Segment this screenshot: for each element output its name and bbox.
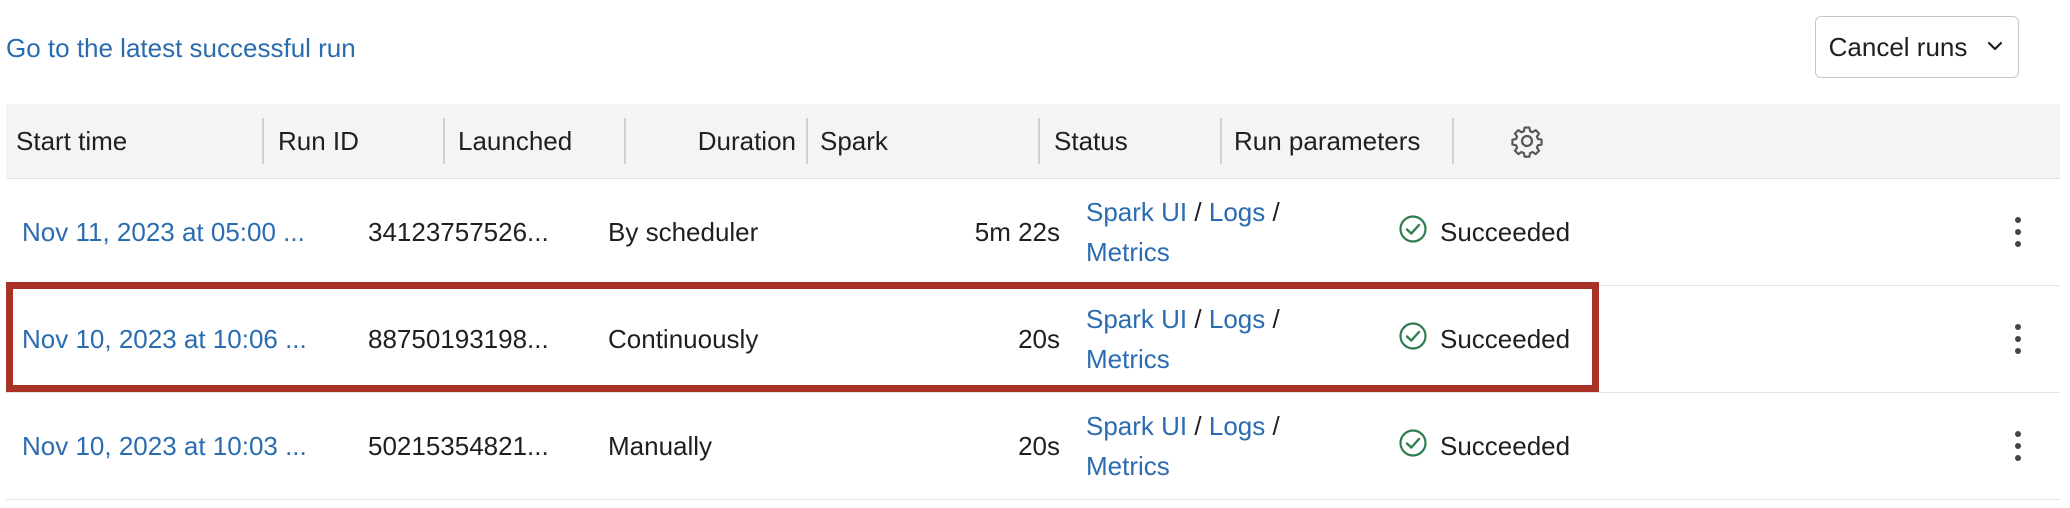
table-row: Nov 11, 2023 at 05:00 ... 34123757526...… xyxy=(6,179,2060,286)
kebab-menu-icon[interactable] xyxy=(1996,286,2040,392)
column-resize-handle[interactable] xyxy=(624,118,626,164)
column-header-duration[interactable]: Duration xyxy=(697,125,796,156)
spark-links: Spark UI / Logs / Metrics xyxy=(1086,299,1280,379)
check-circle-icon xyxy=(1398,214,1428,251)
separator: / xyxy=(1272,411,1280,441)
metrics-link[interactable]: Metrics xyxy=(1086,451,1170,481)
column-header-status[interactable]: Status xyxy=(1054,125,1128,156)
run-parameters xyxy=(1638,393,1938,499)
run-parameters xyxy=(1638,179,1938,285)
spark-links: Spark UI / Logs / Metrics xyxy=(1086,192,1280,272)
run-id: 88750193198... xyxy=(368,323,549,354)
launched-by: Continuously xyxy=(608,323,759,354)
separator: / xyxy=(1272,304,1280,334)
check-circle-icon xyxy=(1398,428,1428,465)
run-id: 34123757526... xyxy=(368,216,549,247)
column-header-spark[interactable]: Spark xyxy=(820,125,888,156)
column-resize-handle[interactable] xyxy=(1452,118,1454,164)
duration: 20s xyxy=(1018,323,1060,354)
column-resize-handle[interactable] xyxy=(262,118,264,164)
column-resize-handle[interactable] xyxy=(806,118,808,164)
launched-by: Manually xyxy=(608,430,713,461)
chevron-down-icon xyxy=(1985,32,2005,63)
run-id: 50215354821... xyxy=(368,430,549,461)
status-badge: Succeeded xyxy=(1398,428,1570,465)
column-resize-handle[interactable] xyxy=(1038,118,1040,164)
kebab-menu-icon[interactable] xyxy=(1996,179,2040,285)
separator: / xyxy=(1194,411,1202,441)
status-label: Succeeded xyxy=(1440,216,1571,247)
spark-ui-link[interactable]: Spark UI xyxy=(1086,197,1188,227)
logs-link[interactable]: Logs xyxy=(1208,304,1266,334)
start-time-link[interactable]: Nov 10, 2023 at 10:03 ... xyxy=(22,430,307,461)
status-label: Succeeded xyxy=(1440,430,1571,461)
column-header-run-parameters[interactable]: Run parameters xyxy=(1234,125,1421,156)
spark-ui-link[interactable]: Spark UI xyxy=(1086,304,1188,334)
run-parameters xyxy=(1638,286,1938,392)
separator: / xyxy=(1194,304,1202,334)
start-time-link[interactable]: Nov 10, 2023 at 10:06 ... xyxy=(22,323,307,354)
start-time-link[interactable]: Nov 11, 2023 at 05:00 ... xyxy=(22,216,305,247)
spark-links: Spark UI / Logs / Metrics xyxy=(1086,406,1280,486)
spark-ui-link[interactable]: Spark UI xyxy=(1086,411,1188,441)
status-label: Succeeded xyxy=(1440,323,1571,354)
status-badge: Succeeded xyxy=(1398,321,1570,358)
logs-link[interactable]: Logs xyxy=(1208,411,1266,441)
check-circle-icon xyxy=(1398,321,1428,358)
separator: / xyxy=(1272,197,1280,227)
duration: 5m 22s xyxy=(974,216,1060,247)
latest-successful-run-link[interactable]: Go to the latest successful run xyxy=(6,33,356,63)
metrics-link[interactable]: Metrics xyxy=(1086,237,1170,267)
cancel-runs-label: Cancel runs xyxy=(1828,31,1968,62)
column-header-launched[interactable]: Launched xyxy=(458,125,573,156)
table-header: Start time Run ID Launched Duration Spar… xyxy=(6,104,2060,179)
status-badge: Succeeded xyxy=(1398,214,1570,251)
duration: 20s xyxy=(1018,430,1060,461)
kebab-menu-icon[interactable] xyxy=(1996,393,2040,499)
table-row: Nov 10, 2023 at 10:06 ... 88750193198...… xyxy=(6,286,2060,393)
separator: / xyxy=(1194,197,1202,227)
column-resize-handle[interactable] xyxy=(1220,118,1222,164)
metrics-link[interactable]: Metrics xyxy=(1086,344,1170,374)
cancel-runs-button[interactable]: Cancel runs xyxy=(1815,16,2019,78)
column-header-run-id[interactable]: Run ID xyxy=(278,125,359,156)
gear-icon[interactable] xyxy=(1510,104,1544,178)
logs-link[interactable]: Logs xyxy=(1208,197,1266,227)
runs-table: Start time Run ID Launched Duration Spar… xyxy=(6,104,2060,500)
table-row: Nov 10, 2023 at 10:03 ... 50215354821...… xyxy=(6,393,2060,500)
column-resize-handle[interactable] xyxy=(443,118,445,164)
launched-by: By scheduler xyxy=(608,216,759,247)
column-header-start-time[interactable]: Start time xyxy=(16,125,128,156)
